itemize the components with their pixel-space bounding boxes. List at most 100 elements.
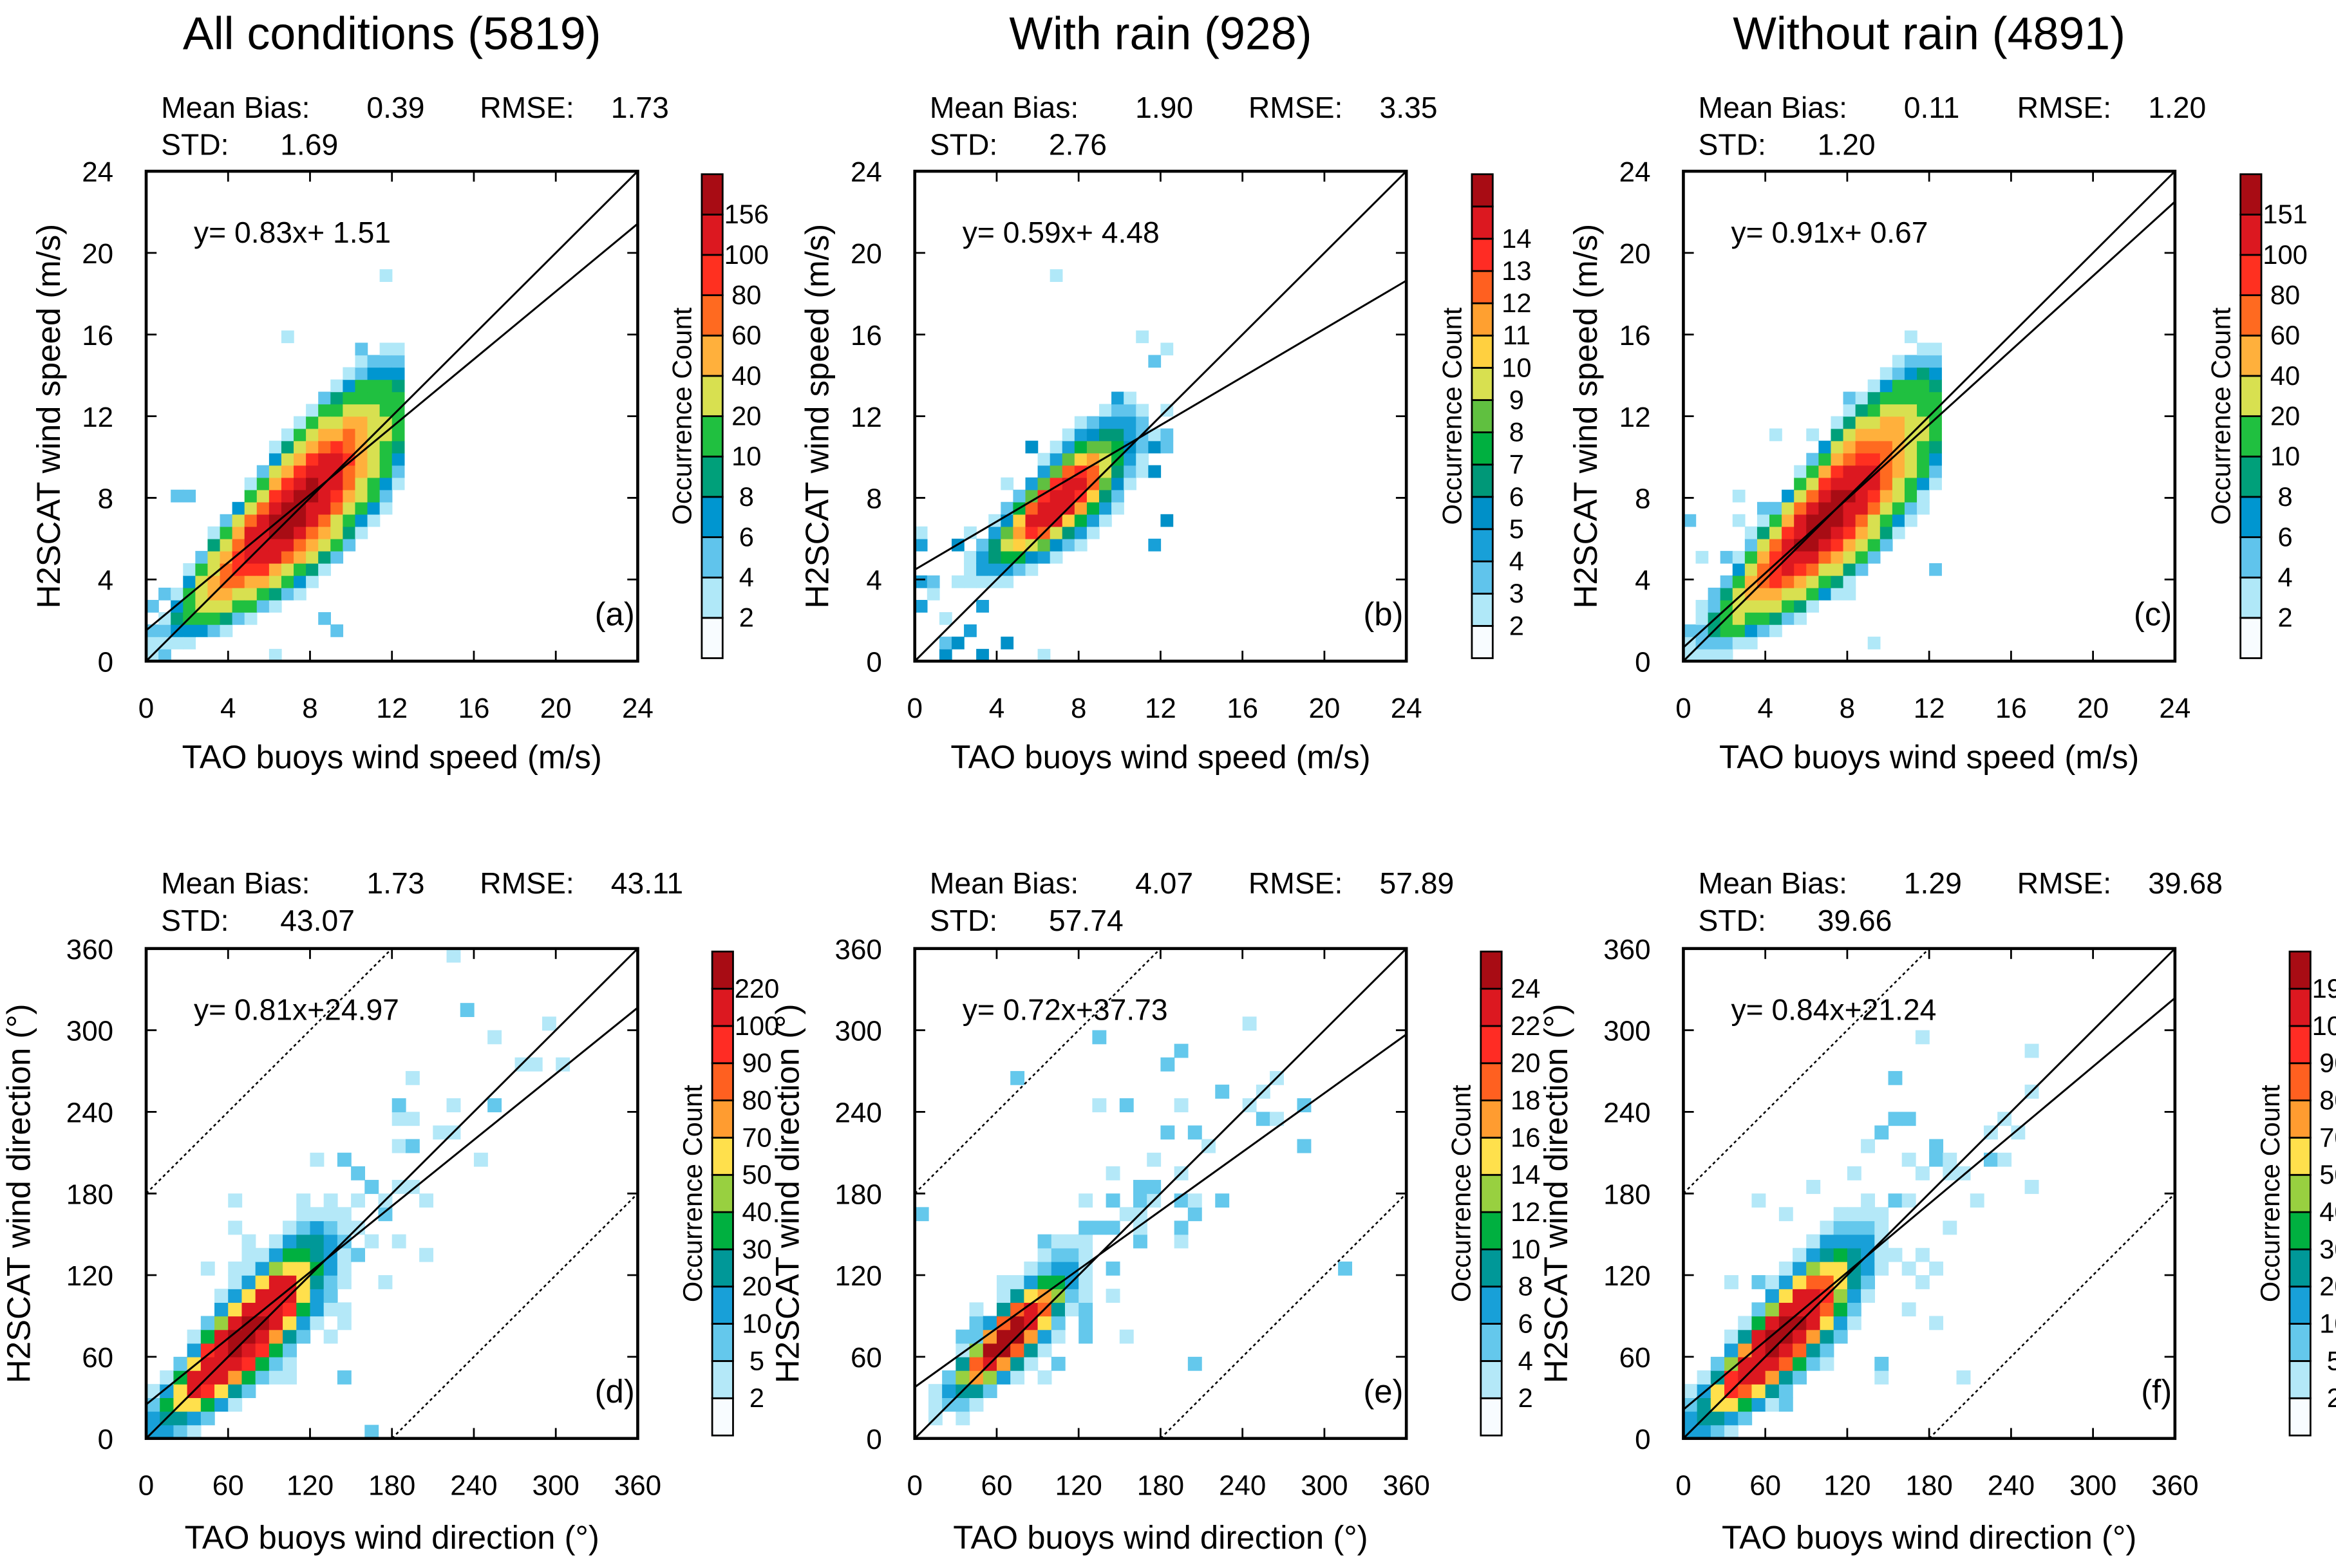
heatmap-cell <box>1050 269 1063 282</box>
y-tick-label: 16 <box>1619 320 1651 351</box>
heatmap-cell <box>1025 440 1039 454</box>
heatmap-cell <box>1806 514 1820 527</box>
heatmap-cell <box>976 600 989 613</box>
x-tick-label: 360 <box>614 1470 661 1502</box>
heatmap-cell <box>1732 489 1746 503</box>
colorbar-box <box>701 576 724 619</box>
heatmap-cell <box>367 416 381 429</box>
y-tick-label: 20 <box>82 238 113 270</box>
colorbar-box <box>1480 950 1503 990</box>
heatmap-cell <box>1904 404 1917 417</box>
heatmap-cell <box>330 526 344 539</box>
heatmap-cell <box>1831 587 1844 601</box>
heatmap-cell <box>228 1370 243 1385</box>
heatmap-cell <box>1806 1275 1821 1289</box>
one-to-one-line <box>146 948 638 1439</box>
heatmap-cell <box>330 428 344 442</box>
heatmap-cell <box>419 1247 434 1262</box>
colorbar-tick-label: 20 <box>2319 1271 2336 1302</box>
heatmap-cell <box>1136 440 1149 454</box>
heatmap-cell <box>283 1356 297 1371</box>
heatmap-cell <box>1778 1356 1793 1371</box>
reference-lines <box>146 171 638 662</box>
heatmap-cell <box>1136 330 1149 344</box>
heatmap-cell <box>1148 465 1162 478</box>
heatmap-cell <box>1806 453 1820 466</box>
colorbar-tick-label: 100 <box>735 1011 779 1041</box>
heatmap-cell <box>942 1384 957 1399</box>
heatmap-cell <box>1833 1329 1848 1344</box>
heatmap-cell <box>1050 501 1063 515</box>
heatmap-cell <box>1751 1302 1766 1317</box>
y-tick-label: 0 <box>98 646 113 678</box>
colorbar-tick-label: 5 <box>749 1345 764 1376</box>
heatmap-cell <box>241 1247 256 1262</box>
std-label: STD: <box>1699 128 1766 162</box>
heatmap-cell <box>256 489 270 503</box>
x-axis-label: TAO buoys wind direction (°) <box>953 1519 1368 1556</box>
colorbar-tick-label: 2 <box>1518 1383 1533 1413</box>
heatmap-cell <box>956 1356 970 1371</box>
heatmap-cell <box>1901 1302 1916 1317</box>
x-tick-label: 60 <box>212 1470 244 1502</box>
heatmap-cell <box>460 1003 475 1018</box>
heatmap-cell <box>1744 600 1758 613</box>
heatmap-cell <box>1867 391 1881 405</box>
heatmap-cell <box>296 1193 311 1208</box>
colorbar-box <box>2239 496 2263 538</box>
heatmap-cell <box>1831 428 1844 442</box>
heatmap-cell <box>969 1397 984 1412</box>
heatmap-cell <box>306 550 319 564</box>
x-tick-label: 16 <box>458 693 490 724</box>
colorbar-tick-label: 4 <box>2277 562 2292 592</box>
heatmap-cell <box>1136 404 1149 417</box>
colorbar-box <box>1471 625 1494 659</box>
heatmap-cell <box>232 600 245 613</box>
heatmap-cell <box>1867 526 1881 539</box>
heatmap-cell <box>1843 453 1856 466</box>
heatmap-cell <box>1794 465 1807 478</box>
rmse-value: 3.35 <box>1380 91 1438 124</box>
heatmap-cell <box>1148 538 1162 552</box>
x-tick-label: 20 <box>2077 693 2109 724</box>
heatmap-cell <box>255 1289 270 1303</box>
heatmap-cell <box>294 428 306 442</box>
colorbar-tick-label: 90 <box>742 1048 771 1078</box>
mean-bias-value: 1.90 <box>1135 91 1193 124</box>
heatmap-cell <box>1710 1370 1725 1385</box>
heatmap-cell <box>1079 1329 1093 1344</box>
colorbar-box <box>1471 334 1494 369</box>
colorbar-box <box>711 987 734 1027</box>
heatmap-cell <box>228 1356 243 1371</box>
rmse-label: RMSE: <box>2017 91 2111 124</box>
colorbar-box <box>2239 213 2263 256</box>
heatmap-cell <box>294 575 306 588</box>
heatmap-cell <box>1010 1275 1025 1289</box>
heatmap-cell <box>268 1275 283 1289</box>
heatmap-cell <box>160 1370 174 1385</box>
heatmap-cell <box>1892 514 1905 527</box>
heatmap-cell <box>1843 538 1856 552</box>
heatmap-cell <box>1794 501 1807 515</box>
heatmap-cell <box>1133 1193 1147 1208</box>
heatmap-cell <box>296 1220 311 1235</box>
heatmap-cell <box>1051 1302 1066 1317</box>
heatmap-cell <box>1160 342 1174 356</box>
heatmap-cell <box>1782 587 1794 601</box>
heatmap-cell <box>1855 526 1869 539</box>
colorbar-tick-label: 14 <box>1502 223 1531 254</box>
heatmap-cell <box>996 1329 1011 1344</box>
panel-letter: (e) <box>1363 1373 1403 1410</box>
heatmap-cell <box>1769 514 1782 527</box>
y-tick-label: 60 <box>851 1342 882 1374</box>
heatmap-cell <box>1024 1356 1039 1371</box>
colorbar-tick-label: 151 <box>2263 199 2307 229</box>
heatmap-cell <box>220 624 233 637</box>
heatmap-cell <box>1074 538 1088 552</box>
offset-line-upper <box>914 948 1162 1195</box>
heatmap-cell <box>1001 550 1014 564</box>
heatmap-cell <box>391 1139 406 1153</box>
heatmap-cell <box>268 600 282 613</box>
heatmap-cell <box>1086 489 1100 503</box>
heatmap-cell <box>1062 453 1075 466</box>
